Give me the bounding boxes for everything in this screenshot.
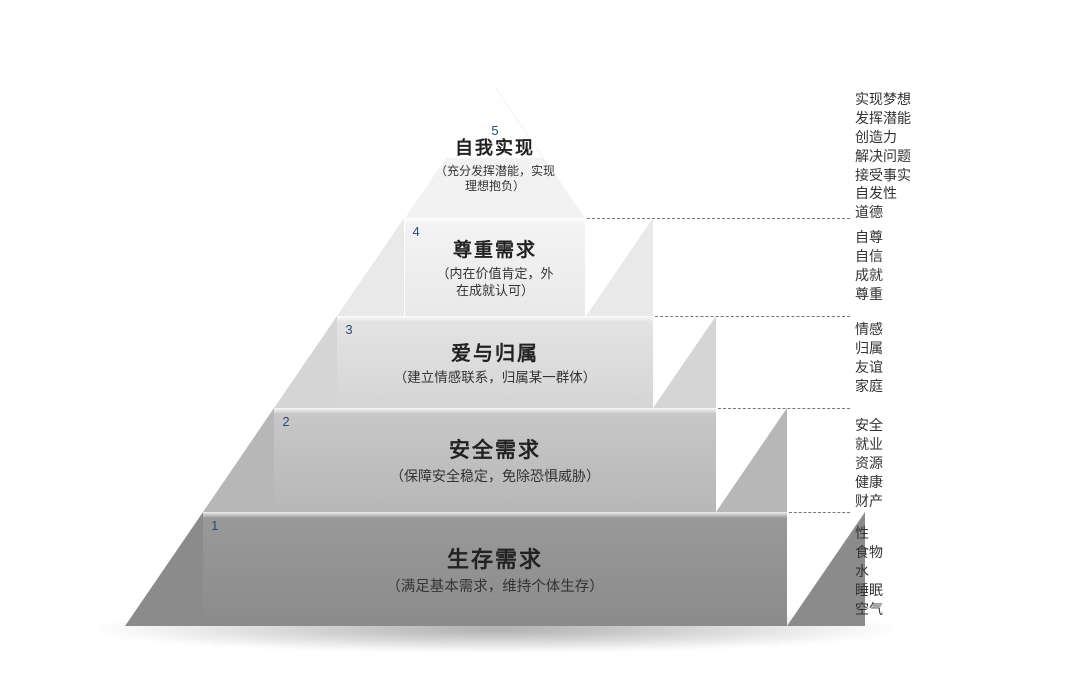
level-2-keyword: 健康 <box>855 473 883 492</box>
level-4-keywords: 自尊自信成就尊重 <box>855 228 883 304</box>
level-1-keyword: 睡眠 <box>855 581 883 600</box>
level-1-keywords: 性食物水睡眠空气 <box>855 524 883 618</box>
level-4-keyword: 尊重 <box>855 285 883 304</box>
level-3-keyword: 友谊 <box>855 358 883 377</box>
level-5-keywords: 实现梦想发挥潜能创造力解决问题接受事实自发性道德 <box>855 90 911 222</box>
pyramid-level-4: 4尊重需求（内在价值肯定，外 在成就认可） <box>337 218 652 316</box>
level-4-keyword: 成就 <box>855 266 883 285</box>
level-5-keyword: 解决问题 <box>855 147 911 166</box>
divider-dash-4 <box>587 218 850 219</box>
level-3-keyword: 家庭 <box>855 377 883 396</box>
level-1-keyword: 水 <box>855 562 883 581</box>
level-1-keyword: 性 <box>855 524 883 543</box>
pyramid-apex-shape <box>405 86 585 218</box>
pyramid-level-5: 5自我实现（充分发挥潜能，实现 理想抱负） <box>405 86 586 218</box>
level-3-keyword: 归属 <box>855 339 883 358</box>
pyramid-level-2: 2安全需求（保障安全稳定，免除恐惧威胁） <box>203 408 787 512</box>
level-5-keyword: 自发性 <box>855 184 911 203</box>
level-2-keyword: 资源 <box>855 454 883 473</box>
level-2-keyword: 安全 <box>855 416 883 435</box>
pyramid-level-3: 3爱与归属（建立情感联系，归属某一群体） <box>274 316 715 408</box>
level-5-keyword: 发挥潜能 <box>855 109 911 128</box>
maslow-pyramid-diagram: 1生存需求（满足基本需求，维持个体生存）2安全需求（保障安全稳定，免除恐惧威胁）… <box>0 0 1080 674</box>
pyramid-level-1: 1生存需求（满足基本需求，维持个体生存） <box>125 512 865 626</box>
level-5-keyword: 实现梦想 <box>855 90 911 109</box>
level-4-keyword: 自尊 <box>855 228 883 247</box>
level-5-keyword: 道德 <box>855 203 911 222</box>
level-3-keywords: 情感归属友谊家庭 <box>855 320 883 396</box>
level-2-keyword: 财产 <box>855 492 883 511</box>
level-2-keywords: 安全就业资源健康财产 <box>855 416 883 510</box>
level-1-keyword: 食物 <box>855 543 883 562</box>
divider-dash-1 <box>789 512 850 513</box>
level-5-keyword: 创造力 <box>855 128 911 147</box>
divider-dash-3 <box>655 316 850 317</box>
level-1-keyword: 空气 <box>855 600 883 619</box>
level-4-keyword: 自信 <box>855 247 883 266</box>
level-2-keyword: 就业 <box>855 435 883 454</box>
divider-dash-2 <box>718 408 850 409</box>
level-3-keyword: 情感 <box>855 320 883 339</box>
level-5-keyword: 接受事实 <box>855 166 911 185</box>
